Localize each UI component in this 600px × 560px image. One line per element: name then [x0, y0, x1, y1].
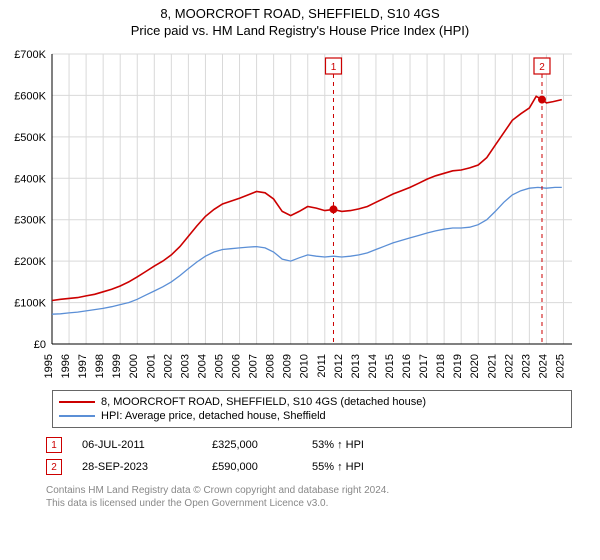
- legend: 8, MOORCROFT ROAD, SHEFFIELD, S10 4GS (d…: [52, 390, 572, 428]
- svg-text:2023: 2023: [520, 354, 532, 378]
- svg-text:2011: 2011: [316, 354, 328, 378]
- sale-row-marker: 1: [46, 437, 62, 453]
- svg-text:2024: 2024: [537, 354, 549, 378]
- title-sub: Price paid vs. HM Land Registry's House …: [0, 23, 600, 38]
- legend-item: 8, MOORCROFT ROAD, SHEFFIELD, S10 4GS (d…: [59, 395, 565, 409]
- sale-pct: 55% ↑ HPI: [312, 461, 392, 473]
- svg-text:2007: 2007: [248, 354, 260, 378]
- sale-row: 1 06-JUL-2011 £325,000 53% ↑ HPI: [46, 434, 572, 456]
- svg-text:£400K: £400K: [14, 173, 46, 185]
- sale-date: 06-JUL-2011: [82, 439, 192, 451]
- svg-text:2008: 2008: [265, 354, 277, 378]
- sale-date: 28-SEP-2023: [82, 461, 192, 473]
- legend-label: 8, MOORCROFT ROAD, SHEFFIELD, S10 4GS (d…: [101, 396, 426, 408]
- svg-text:£200K: £200K: [14, 256, 46, 268]
- svg-text:2020: 2020: [469, 354, 481, 378]
- svg-text:£500K: £500K: [14, 132, 46, 144]
- svg-text:2022: 2022: [503, 354, 515, 378]
- svg-text:£600K: £600K: [14, 90, 46, 102]
- svg-text:£0: £0: [34, 339, 46, 351]
- legend-swatch: [59, 401, 95, 403]
- svg-text:1999: 1999: [111, 354, 123, 378]
- svg-text:2009: 2009: [282, 354, 294, 378]
- svg-text:£300K: £300K: [14, 215, 46, 227]
- title-main: 8, MOORCROFT ROAD, SHEFFIELD, S10 4GS: [0, 6, 600, 21]
- footer-attribution: Contains HM Land Registry data © Crown c…: [46, 484, 572, 510]
- sale-pct: 53% ↑ HPI: [312, 439, 392, 451]
- sale-price: £590,000: [212, 461, 292, 473]
- svg-text:2014: 2014: [367, 354, 379, 378]
- svg-text:1998: 1998: [94, 354, 106, 378]
- svg-text:1: 1: [331, 62, 337, 73]
- sale-price: £325,000: [212, 439, 292, 451]
- svg-text:2003: 2003: [179, 354, 191, 378]
- sale-row: 2 28-SEP-2023 £590,000 55% ↑ HPI: [46, 456, 572, 478]
- svg-text:2017: 2017: [418, 354, 430, 378]
- svg-text:2018: 2018: [435, 354, 447, 378]
- svg-text:2010: 2010: [299, 354, 311, 378]
- svg-text:2: 2: [539, 62, 545, 73]
- svg-text:1997: 1997: [77, 354, 89, 378]
- svg-text:2004: 2004: [196, 354, 208, 378]
- svg-text:2012: 2012: [333, 354, 345, 378]
- sale-row-marker: 2: [46, 459, 62, 475]
- svg-text:£100K: £100K: [14, 298, 46, 310]
- price-chart: £0 £100K £200K £300K £400K £500K £600K £700K 199…: [0, 46, 600, 386]
- svg-text:2016: 2016: [401, 354, 413, 378]
- svg-text:2021: 2021: [486, 354, 498, 378]
- footer-line-1: Contains HM Land Registry data © Crown c…: [46, 484, 572, 497]
- svg-text:2019: 2019: [452, 354, 464, 378]
- legend-item: HPI: Average price, detached house, Shef…: [59, 409, 565, 423]
- series-property: [52, 96, 562, 300]
- svg-text:2006: 2006: [231, 354, 243, 378]
- svg-text:2015: 2015: [384, 354, 396, 378]
- svg-text:2000: 2000: [128, 354, 140, 378]
- svg-text:2025: 2025: [554, 354, 566, 378]
- sales-table: 1 06-JUL-2011 £325,000 53% ↑ HPI 2 28-SEP-202…: [46, 434, 572, 478]
- legend-swatch: [59, 415, 95, 417]
- footer-line-2: This data is licensed under the Open Gov…: [46, 497, 572, 510]
- svg-text:1996: 1996: [60, 354, 72, 378]
- svg-text:1995: 1995: [43, 354, 55, 378]
- svg-text:2013: 2013: [350, 354, 362, 378]
- svg-text:£700K: £700K: [14, 49, 46, 61]
- svg-text:2002: 2002: [162, 354, 174, 378]
- svg-text:2001: 2001: [145, 354, 157, 378]
- svg-text:2005: 2005: [213, 354, 225, 378]
- legend-label: HPI: Average price, detached house, Shef…: [101, 410, 326, 422]
